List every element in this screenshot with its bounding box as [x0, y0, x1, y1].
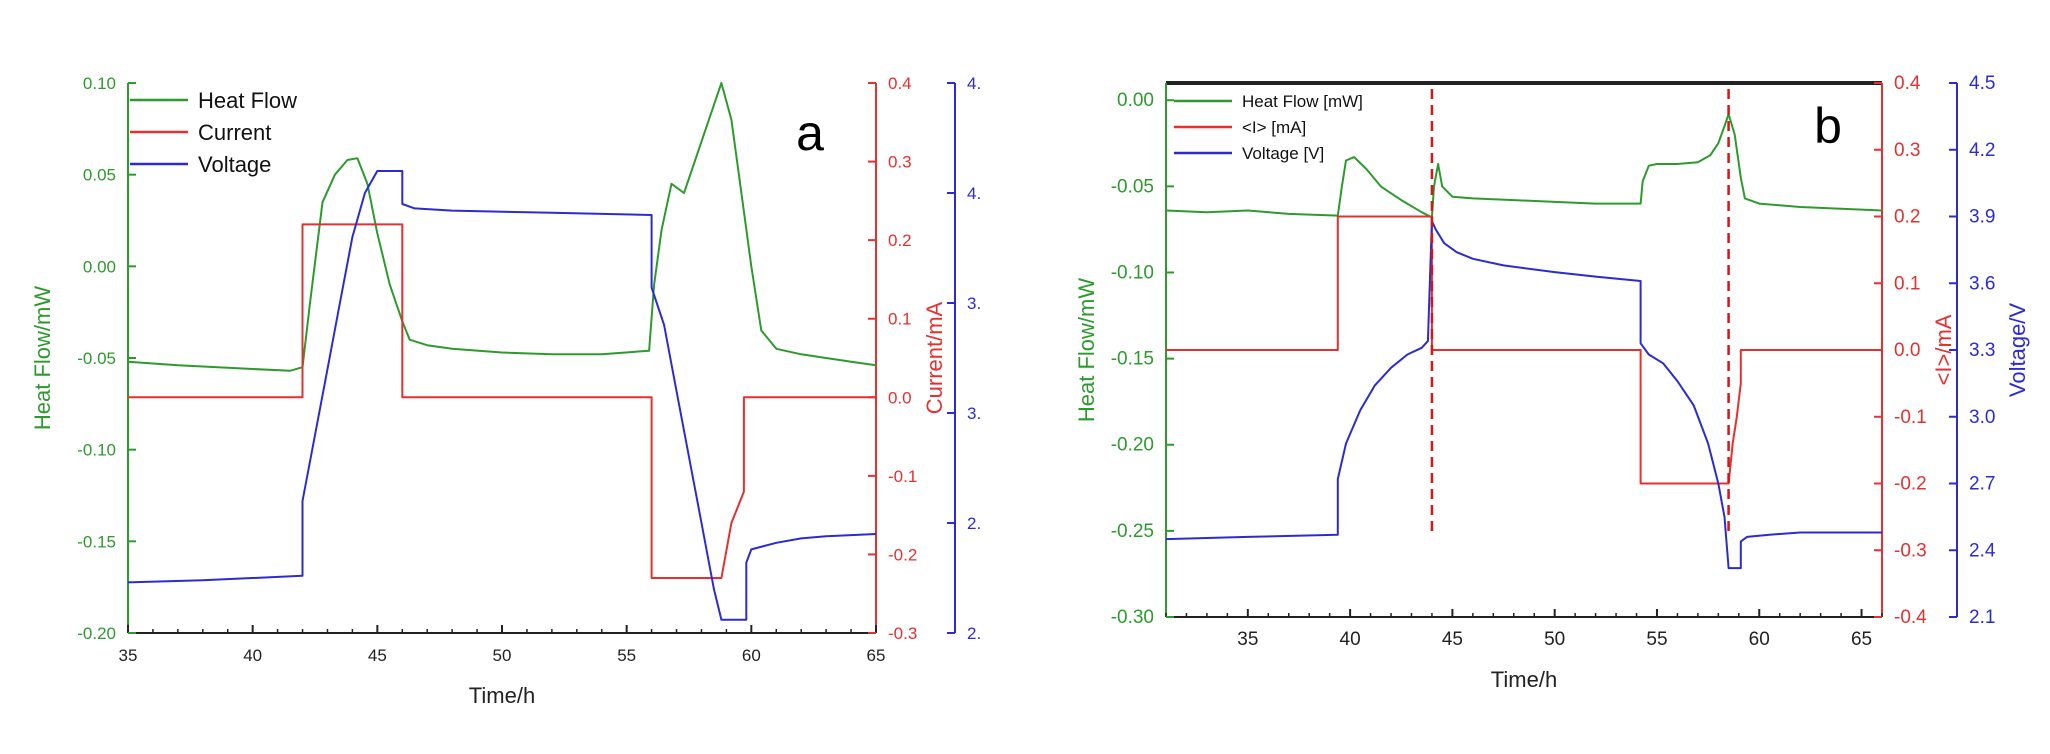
right-axis-label: Current/mA	[922, 301, 947, 414]
voltage-tick-label: 3.0	[1969, 407, 1995, 428]
right-tick-label: 0.2	[1894, 207, 1920, 228]
voltage-tick-label: 4.5	[1969, 73, 1995, 94]
x-axis-label: Time/h	[469, 683, 535, 708]
right-tick-label: -0.2	[888, 545, 917, 564]
left-tick-label: 0.00	[83, 257, 116, 276]
left-tick-label: -0.15	[1111, 349, 1154, 370]
legend-label-heat: Heat Flow [mW]	[1242, 92, 1363, 111]
left-tick-label: -0.30	[1111, 607, 1154, 628]
right-tick-label: -0.3	[888, 624, 917, 643]
right-tick-label: 0.1	[888, 310, 912, 329]
x-tick-label: 40	[243, 646, 262, 665]
left-axis-label: Heat Flow/mW	[30, 286, 55, 430]
right-tick-label: -0.3	[1894, 540, 1927, 561]
right-tick-label: 0.1	[1894, 273, 1920, 294]
left-tick-label: -0.25	[1111, 521, 1154, 542]
voltage-tick-label: 3.	[967, 404, 981, 423]
x-tick-label: 50	[1544, 629, 1565, 650]
x-tick-label: 50	[493, 646, 512, 665]
series-line-voltage	[128, 170, 876, 621]
legend-label-heat: Heat Flow	[198, 88, 297, 113]
right-axis-label: <I>/mA	[1931, 314, 1956, 385]
x-tick-label: 60	[742, 646, 761, 665]
series-line-heat	[128, 82, 876, 372]
chart-panel-a: 35 40 45 50 55 60 65 0.10 0.05 0.00 -0.05 -0.10 -0.1…	[30, 74, 981, 708]
x-tick-label: 35	[1237, 629, 1258, 650]
voltage-tick-label: 3.9	[1969, 207, 1995, 228]
x-tick-label: 55	[1646, 629, 1667, 650]
right-tick-label: 0.2	[888, 231, 912, 250]
right-tick-label: 0.4	[888, 74, 912, 93]
left-tick-label: -0.15	[77, 532, 116, 551]
left-tick-label: -0.10	[1111, 262, 1154, 283]
x-tick-label: 45	[368, 646, 387, 665]
x-tick-label: 65	[867, 646, 886, 665]
voltage-tick-label: 4.2	[1969, 140, 1995, 161]
legend-label-voltage: Voltage	[198, 152, 271, 177]
voltage-tick-label: 2.1	[1969, 607, 1995, 628]
left-tick-label: 0.05	[83, 166, 116, 185]
left-tick-label: 0.10	[83, 74, 116, 93]
series-line-current	[1166, 215, 1882, 485]
voltage-tick-label: 2.4	[1969, 540, 1996, 561]
legend-label-current: Current	[198, 120, 271, 145]
voltage-tick-label: 3.	[967, 294, 981, 313]
legend-label-current: <I> [mA]	[1242, 118, 1306, 137]
x-axis-label: Time/h	[1491, 667, 1557, 692]
right-tick-label: 0.0	[1894, 340, 1920, 361]
x-tick-label: 55	[617, 646, 636, 665]
left-tick-label: -0.20	[77, 624, 116, 643]
left-tick-label: -0.20	[1111, 435, 1154, 456]
series-line-heat	[1166, 113, 1882, 219]
panel-label: b	[1814, 98, 1842, 154]
right-tick-label: -0.1	[888, 467, 917, 486]
left-tick-label: -0.10	[77, 441, 116, 460]
series-line-current	[128, 223, 876, 579]
right-tick-label: 0.3	[888, 153, 912, 172]
voltage-tick-label: 3.6	[1969, 273, 1995, 294]
voltage-axis-label: Voltage/V	[2005, 303, 2030, 398]
left-tick-label: 0.00	[1117, 90, 1154, 111]
left-tick-label: -0.05	[77, 349, 116, 368]
chart-panel-b: 35 40 45 50 55 60 65 0.00 -0.05 -0.10 -0.15 -0.20 -0…	[1074, 73, 2030, 692]
voltage-tick-label: 2.	[967, 514, 981, 533]
x-tick-label: 35	[119, 646, 138, 665]
voltage-tick-label: 4.	[967, 184, 981, 203]
voltage-tick-label: 2.	[967, 624, 981, 643]
voltage-tick-label: 3.3	[1969, 340, 1995, 361]
legend-label-voltage: Voltage [V]	[1242, 144, 1324, 163]
left-tick-label: -0.05	[1111, 176, 1154, 197]
voltage-tick-label: 2.7	[1969, 474, 1995, 495]
x-tick-label: 65	[1851, 629, 1872, 650]
right-tick-label: 0.0	[888, 388, 912, 407]
voltage-tick-label: 4.	[967, 74, 981, 93]
series-line-voltage	[1166, 220, 1882, 570]
x-tick-label: 45	[1442, 629, 1463, 650]
right-tick-label: 0.3	[1894, 140, 1920, 161]
x-tick-label: 60	[1749, 629, 1770, 650]
x-tick-label: 40	[1340, 629, 1361, 650]
panel-label: a	[796, 105, 824, 161]
left-axis-label: Heat Flow/mW	[1074, 278, 1099, 422]
right-tick-label: -0.1	[1894, 407, 1927, 428]
right-tick-label: -0.4	[1894, 607, 1927, 628]
right-tick-label: 0.4	[1894, 73, 1921, 94]
right-tick-label: -0.2	[1894, 474, 1927, 495]
